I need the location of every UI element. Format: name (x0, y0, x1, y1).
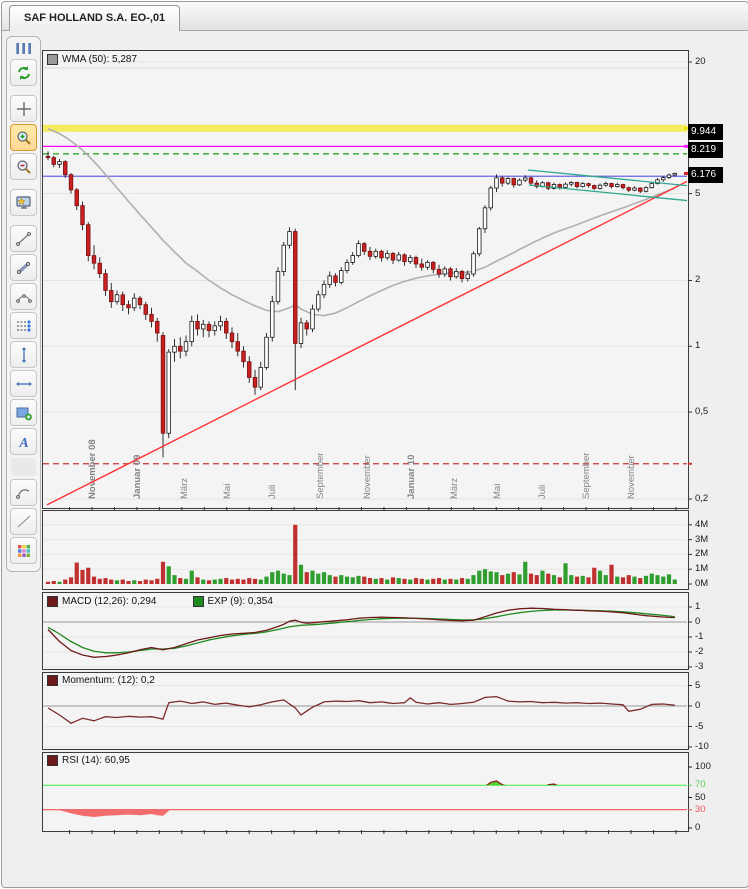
exp-legend-label: EXP (9): 0,354 (207, 596, 273, 607)
trendline-tool[interactable] (10, 225, 37, 252)
axis-tick-label: 0,2 (695, 492, 709, 504)
horizontal-line-tool[interactable] (10, 370, 37, 397)
zoom-out-icon (16, 159, 31, 174)
axis-tick-label: 0 (695, 700, 701, 711)
axis-tick-label: 50 (695, 791, 706, 803)
axis-tick-label: 2 (695, 274, 701, 286)
wma-legend: WMA (50): 5,287 (47, 54, 137, 65)
axis-tick-label: 20 (695, 55, 706, 67)
price-label-resistance: 9.944 (688, 124, 723, 140)
h-arrow-icon (15, 381, 32, 386)
text-tool[interactable]: A (10, 428, 37, 455)
crosshair-tool[interactable] (10, 95, 37, 122)
channel-icon (16, 261, 30, 274)
channel-tool[interactable] (10, 254, 37, 281)
tab-title: SAF HOLLAND S.A. EO-,01 (24, 12, 166, 24)
macd-legend-label: MACD (12,26): 0,294 (62, 596, 157, 607)
arc-tool[interactable] (10, 283, 37, 310)
palette-icon (17, 544, 30, 557)
macd-legend-swatch (47, 596, 58, 607)
axis-tick-label: 3M (695, 533, 709, 545)
curve-icon (15, 488, 29, 499)
crosshair-icon (16, 101, 31, 116)
axis-tick-label: 0 (695, 822, 701, 833)
drawing-toolbar: A (6, 36, 41, 572)
axis-tick-label: 0 (695, 616, 701, 627)
grip-bar (16, 42, 19, 54)
v-arrow-icon (21, 346, 26, 363)
text-icon: A (18, 436, 28, 451)
axis-tick-label: 70 (695, 779, 706, 791)
drag-handle[interactable] (11, 40, 36, 56)
axis-tick-label: 1M (695, 563, 709, 575)
fib-levels-icon (16, 319, 31, 332)
palette-button[interactable] (10, 537, 37, 564)
wma-legend-label: WMA (50): 5,287 (62, 54, 138, 65)
price-label-last: 6.176 (688, 167, 723, 183)
grip-bar (28, 42, 31, 54)
macd-legend: MACD (12,26): 0,294 EXP (9): 0,354 (47, 596, 273, 607)
axis-tick-label: 5 (695, 187, 701, 199)
rsi-panel[interactable] (42, 752, 689, 832)
axis-tick-label: 1 (695, 601, 701, 612)
svg-text:A: A (18, 436, 28, 451)
refresh-icon (17, 65, 30, 80)
price-chart-panel[interactable] (42, 50, 689, 509)
axis-tick-label: 0M (695, 578, 709, 589)
toolbar-empty-slot (11, 458, 36, 476)
axis-tick-label: -1 (695, 631, 704, 642)
rsi-legend: RSI (14): 60,95 (47, 755, 130, 766)
zoom-in-icon (16, 130, 31, 145)
rsi-legend-label: RSI (14): 60,95 (62, 755, 130, 766)
axis-tick-label: 100 (695, 761, 711, 772)
arc-icon (15, 293, 32, 303)
fibonacci-tool[interactable] (10, 312, 37, 339)
line-icon (17, 515, 30, 527)
add-rectangle-tool[interactable] (10, 399, 37, 426)
tab-bar: SAF HOLLAND S.A. EO-,01 (2, 2, 748, 31)
axis-tick-label: 2M (695, 548, 709, 560)
zoom-in-tool[interactable] (10, 124, 37, 151)
axis-tick-label: 4M (695, 518, 709, 530)
axis-tick-label: -2 (695, 646, 704, 657)
zoom-out-tool[interactable] (10, 153, 37, 180)
axis-tick-label: 30 (695, 803, 706, 815)
exp-legend-swatch (192, 596, 204, 607)
line-tool[interactable] (10, 508, 37, 535)
rect-add-icon (16, 407, 32, 420)
refresh-button[interactable] (10, 59, 37, 86)
vertical-line-tool[interactable] (10, 341, 37, 368)
axis-tick-label: -3 (695, 661, 704, 672)
momentum-legend-swatch (47, 675, 58, 686)
axis-tick-label: 5 (695, 679, 701, 691)
wma-legend-swatch (47, 54, 58, 65)
snapshot-button[interactable] (10, 189, 37, 216)
price-label-level: 8.219 (688, 142, 723, 158)
momentum-legend-label: Momentum: (12): 0,2 (62, 675, 155, 686)
axis-tick-label: 0,5 (695, 406, 709, 418)
volume-panel[interactable] (42, 510, 689, 590)
grip-bar (22, 42, 25, 54)
axis-tick-label: -5 (695, 720, 704, 732)
momentum-legend: Momentum: (12): 0,2 (47, 675, 155, 686)
tab-chart[interactable]: SAF HOLLAND S.A. EO-,01 (9, 5, 181, 31)
rsi-legend-swatch (47, 755, 58, 766)
monitor-star-icon (15, 195, 31, 209)
axis-tick-label: -10 (695, 741, 709, 752)
axis-tick-label: 1 (695, 340, 701, 352)
trend-line-icon (15, 231, 31, 246)
curve-tool[interactable] (10, 479, 37, 506)
